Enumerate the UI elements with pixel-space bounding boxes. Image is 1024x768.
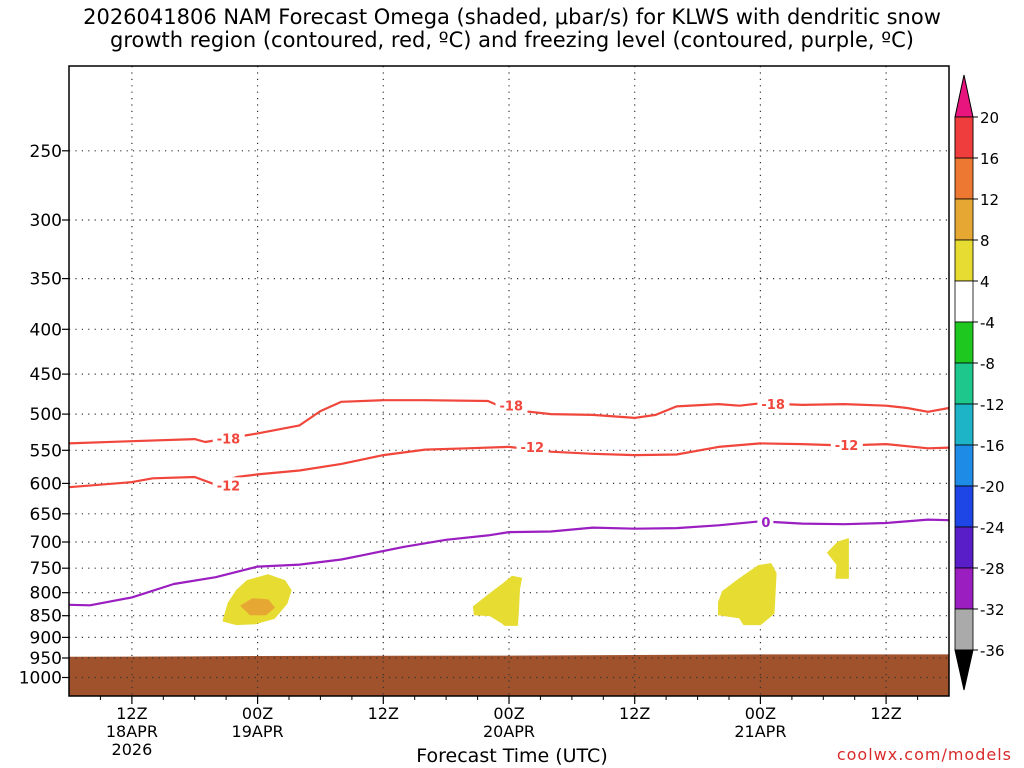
contour-label: -12 [521, 441, 545, 456]
contour-label-bg [212, 430, 245, 447]
contour-label-bg [495, 397, 528, 414]
colorbar-label: 4 [980, 273, 990, 291]
colorbar-label: -20 [980, 478, 1005, 496]
colorbar-segment [954, 280, 974, 323]
colorbar-label: -8 [980, 355, 995, 373]
title-line-2: growth region (contoured, red, ºC) and f… [110, 28, 914, 52]
y-tick-label: 600 [30, 474, 62, 494]
colorbar-segment [954, 321, 974, 364]
colorbar-label: -16 [980, 437, 1005, 455]
site-credit: coolwx.com/models [836, 745, 1012, 764]
colorbar-segment [954, 444, 974, 487]
x-tick-date: 20APR [483, 722, 535, 741]
colorbar-label: -32 [980, 601, 1005, 619]
colorbar-label: 8 [980, 232, 990, 250]
omega-shaded-region [240, 598, 275, 616]
y-tick-label: 400 [30, 320, 62, 340]
x-tick-time: 12Z [870, 704, 901, 723]
contour-line-0 [69, 518, 949, 607]
y-tick-label: 1000 [19, 669, 62, 689]
colorbar-bottom-arrow [954, 649, 974, 691]
y-tick-label: 900 [30, 628, 62, 648]
x-tick-time: 00Z [493, 704, 524, 723]
contour-label: -12 [217, 479, 241, 494]
colorbar-segment [954, 362, 974, 405]
colorbar-segment [954, 198, 974, 241]
contour-label: -18 [761, 398, 785, 413]
colorbar-label: 16 [980, 150, 999, 168]
x-tick-time: 00Z [242, 704, 273, 723]
colorbar-segment [954, 403, 974, 446]
contour-label: -18 [500, 400, 524, 415]
x-tick-date: 19APR [232, 722, 284, 741]
colorbar-label: 12 [980, 191, 999, 209]
colorbar-segment [954, 239, 974, 282]
y-tick-label: 350 [30, 270, 62, 290]
x-axis-label: Forecast Time (UTC) [416, 745, 608, 767]
colorbar-label: -28 [980, 560, 1005, 578]
colorbar-top-arrow [954, 74, 974, 118]
y-tick-label: 700 [30, 533, 62, 553]
y-tick-label: 450 [30, 365, 62, 385]
contour-label-bg [757, 513, 774, 530]
colorbar-segment [954, 485, 974, 528]
x-tick-time: 00Z [745, 704, 776, 723]
x-tick-time: 12Z [368, 704, 399, 723]
colorbar-segment [954, 526, 974, 569]
colorbar-segment [954, 116, 974, 159]
colorbar-label: -24 [980, 519, 1005, 537]
y-tick-label: 950 [30, 649, 62, 669]
x-tick-year: 2026 [112, 740, 153, 759]
x-tick-time: 12Z [116, 704, 147, 723]
contour-label-bg [830, 436, 863, 453]
y-tick-label: 850 [30, 607, 62, 627]
contour-label-bg [516, 438, 549, 455]
colorbar-label: 20 [980, 109, 999, 127]
chart-title: 2026041806 NAM Forecast Omega (shaded, μ… [0, 6, 1024, 52]
x-tick-date: 21APR [734, 722, 786, 741]
contour-line-minus18 [69, 399, 949, 445]
colorbar-segment [954, 608, 974, 651]
y-tick-label: 550 [30, 441, 62, 461]
colorbar-label: -4 [980, 314, 995, 332]
contour-label: -12 [835, 439, 859, 454]
contour-line-minus12 [69, 442, 949, 489]
y-tick-label: 650 [30, 505, 62, 525]
y-tick-label: 800 [30, 584, 62, 604]
contour-label-bg [212, 477, 245, 494]
colorbar-label: -36 [980, 642, 1005, 660]
omega-shaded-region [827, 538, 849, 579]
contour-label-bg [757, 396, 790, 413]
colorbar-segment [954, 157, 974, 200]
y-tick-label: 300 [30, 211, 62, 231]
omega-shaded-region [718, 563, 777, 626]
y-tick-label: 750 [30, 559, 62, 579]
colorbar-segment [954, 567, 974, 610]
contour-label: 0 [761, 516, 770, 531]
colorbar-label: -12 [980, 396, 1005, 414]
x-tick-time: 12Z [619, 704, 650, 723]
y-tick-label: 500 [30, 405, 62, 425]
x-tick-date: 18APR [106, 722, 158, 741]
y-tick-label: 250 [30, 142, 62, 162]
title-line-1: 2026041806 NAM Forecast Omega (shaded, μ… [83, 5, 941, 29]
omega-shaded-region [472, 575, 523, 626]
contour-label: -18 [217, 432, 241, 447]
